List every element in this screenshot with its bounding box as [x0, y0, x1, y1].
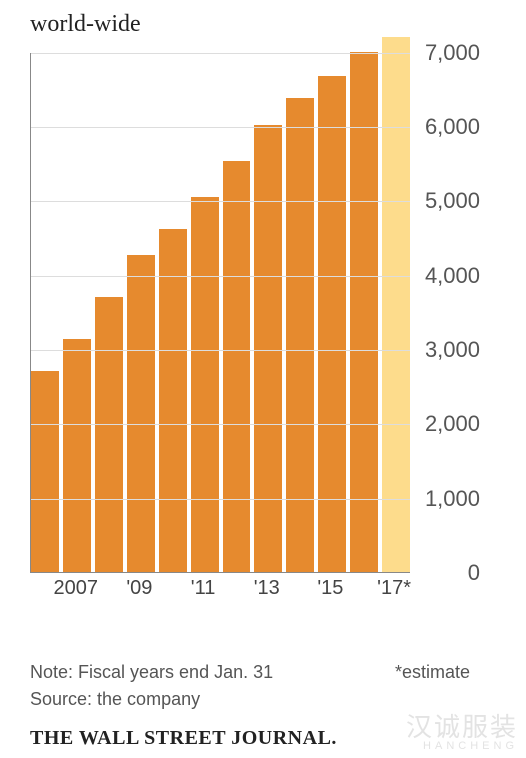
x-tick-label: '17*: [377, 577, 411, 600]
chart-plot-area: [30, 53, 410, 573]
publisher-credit: THE WALL STREET JOURNAL.: [30, 727, 506, 750]
gridline: [31, 53, 410, 54]
bar: [191, 197, 219, 571]
bar: [31, 371, 59, 572]
bar: [63, 339, 91, 572]
gridline: [31, 127, 410, 128]
x-tick-label: '09: [126, 577, 152, 600]
x-tick-label: '15: [317, 577, 343, 600]
bar: [254, 125, 282, 572]
y-tick-label: 4,000: [425, 263, 480, 289]
gridline: [31, 499, 410, 500]
gridline: [31, 201, 410, 202]
y-tick-label: 2,000: [425, 411, 480, 437]
y-tick-label: 7,000: [425, 40, 480, 66]
y-tick-label: 1,000: [425, 486, 480, 512]
bar: [318, 76, 346, 572]
note-estimate: *estimate: [395, 659, 470, 686]
x-tick-label: '11: [191, 577, 216, 600]
gridline: [31, 350, 410, 351]
bar: [223, 161, 251, 572]
y-axis-labels: 01,0002,0003,0004,0005,0006,0007,000: [420, 53, 480, 573]
y-tick-label: 6,000: [425, 114, 480, 140]
page: world-wide 0 1,000 2,000 3,000 4,000 5,000 6,0…: [0, 0, 526, 758]
y-tick-label: 3,000: [425, 337, 480, 363]
bar-chart: 01,0002,0003,0004,0005,0006,0007,000 200…: [30, 53, 480, 593]
chart-notes: Note: Fiscal years end Jan. 31 *estimate…: [30, 659, 506, 713]
bar: [382, 37, 410, 572]
bar: [350, 52, 378, 572]
chart-subtitle: world-wide: [30, 10, 506, 39]
x-tick-label: '13: [254, 577, 280, 600]
note-fiscal: Note: Fiscal years end Jan. 31: [30, 659, 273, 686]
note-source: Source: the company: [30, 686, 506, 713]
y-tick-label: 0: [468, 560, 480, 586]
gridline: [31, 424, 410, 425]
chart-bars: [31, 53, 412, 572]
y-tick-label: 5,000: [425, 188, 480, 214]
bar: [286, 98, 314, 572]
gridline: [31, 276, 410, 277]
x-axis-labels: 2007 '09 '11 '13 '15 '17*: [30, 577, 410, 605]
bar: [127, 255, 155, 571]
bar: [159, 229, 187, 571]
bar: [95, 297, 123, 572]
x-tick-label: 2007: [54, 577, 99, 600]
